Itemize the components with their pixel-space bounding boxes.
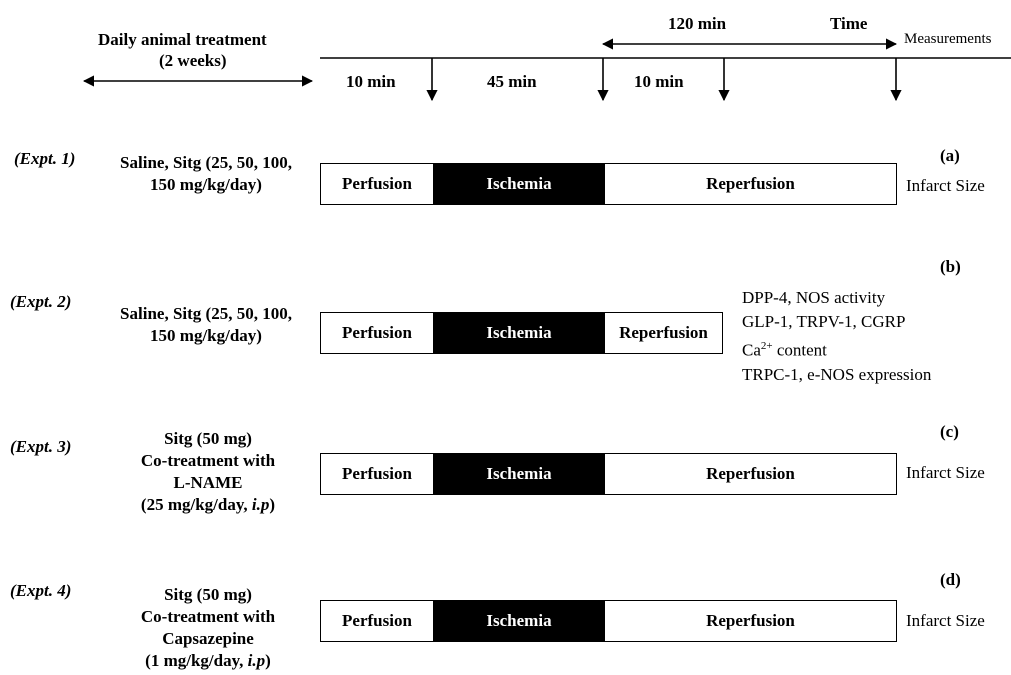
expt-3-perfusion: Perfusion: [321, 454, 433, 494]
expt-3-outcome: Infarct Size: [906, 463, 985, 482]
expt-4-treatment: Sitg (50 mg) Co-treatment with Capsazepi…: [118, 584, 298, 672]
calcium-charge: 2+: [760, 340, 773, 352]
expt-2-label: (Expt. 2): [10, 292, 72, 311]
expt-3-treatment-line-4: (25 mg/kg/day, i.p): [118, 494, 298, 516]
expt-2-outcome-2: GLP-1, TRPV-1, CGRP: [742, 312, 906, 331]
expt-4-label: (Expt. 4): [10, 581, 72, 600]
expt-3-protocol-bar: Perfusion Ischemia Reperfusion: [320, 453, 897, 495]
expt-4-route: i.p: [247, 651, 266, 670]
expt-1-outcome: Infarct Size: [906, 176, 985, 195]
expt-3-reperfusion: Reperfusion: [605, 454, 896, 494]
expt-1-protocol-bar: Perfusion Ischemia Reperfusion: [320, 163, 897, 205]
time-label: Time: [830, 14, 868, 33]
expt-4-treatment-line-1: Sitg (50 mg): [164, 585, 252, 604]
expt-2-outcome-3: Ca2+ content: [742, 334, 931, 363]
panel-c-label: (c): [940, 422, 959, 441]
panel-d-label: (d): [940, 570, 961, 589]
expt-1-perfusion: Perfusion: [321, 164, 433, 204]
expt-3-treatment: Sitg (50 mg) Co-treatment with L-NAME (2…: [118, 428, 298, 516]
interval-perfusion: 10 min: [346, 72, 396, 91]
expt-1-treatment-line-2: 150 mg/kg/day): [150, 175, 262, 194]
expt-3-treatment-line-3: L-NAME: [173, 473, 243, 492]
expt-4-treatment-line-2: Co-treatment with: [140, 607, 276, 626]
expt-3-treatment-line-1: Sitg (50 mg): [164, 429, 252, 448]
expt-1-label: (Expt. 1): [14, 149, 76, 168]
panel-a-label: (a): [940, 146, 960, 165]
expt-2-treatment: Saline, Sitg (25, 50, 100, 150 mg/kg/day…: [100, 303, 312, 347]
expt-4-ischemia: Ischemia: [433, 601, 605, 641]
expt-3-dose: (25 mg/kg/day,: [140, 495, 252, 514]
calcium-symbol: Ca: [742, 340, 761, 360]
expt-2-protocol-bar: Perfusion Ischemia Reperfusion: [320, 312, 723, 354]
expt-3-label: (Expt. 3): [10, 437, 72, 456]
expt-4-treatment-line-4: (1 mg/kg/day, i.p): [118, 650, 298, 672]
expt-2-treatment-line-2: 150 mg/kg/day): [150, 326, 262, 345]
time-span-label: 120 min: [668, 14, 727, 33]
expt-2-outcome-1: DPP-4, NOS activity: [742, 288, 886, 307]
expt-1-reperfusion: Reperfusion: [605, 164, 896, 204]
interval-ischemia: 45 min: [487, 72, 537, 91]
expt-4-protocol-bar: Perfusion Ischemia Reperfusion: [320, 600, 897, 642]
expt-1-treatment-line-1: Saline, Sitg (25, 50, 100,: [120, 153, 292, 172]
expt-4-outcome: Infarct Size: [906, 611, 985, 630]
treatment-title: Daily animal treatment: [98, 30, 267, 49]
interval-reperfusion: 10 min: [634, 72, 684, 91]
expt-2-treatment-line-1: Saline, Sitg (25, 50, 100,: [120, 304, 292, 323]
expt-3-treatment-line-2: Co-treatment with: [140, 451, 276, 470]
expt-4-treatment-line-3: Capsazepine: [162, 629, 254, 648]
expt-3-close-paren: ): [269, 495, 276, 514]
treatment-duration: (2 weeks): [159, 51, 227, 70]
expt-3-route: i.p: [251, 495, 270, 514]
expt-1-ischemia: Ischemia: [433, 164, 605, 204]
expt-4-dose: (1 mg/kg/day,: [145, 651, 248, 670]
expt-2-perfusion: Perfusion: [321, 313, 433, 353]
expt-1-treatment: Saline, Sitg (25, 50, 100, 150 mg/kg/day…: [100, 152, 312, 196]
expt-2-ischemia: Ischemia: [433, 313, 605, 353]
expt-2-reperfusion: Reperfusion: [605, 313, 722, 353]
expt-2-outcomes: DPP-4, NOS activity GLP-1, TRPV-1, CGRP …: [742, 286, 931, 387]
panel-b-label: (b): [940, 257, 961, 276]
calcium-content-text: content: [776, 340, 827, 360]
expt-4-perfusion: Perfusion: [321, 601, 433, 641]
expt-4-close-paren: ): [265, 651, 271, 670]
measurements-label: Measurements: [904, 31, 992, 47]
expt-2-outcome-4: TRPC-1, e-NOS expression: [742, 364, 932, 384]
expt-3-ischemia: Ischemia: [433, 454, 605, 494]
expt-4-reperfusion: Reperfusion: [605, 601, 896, 641]
